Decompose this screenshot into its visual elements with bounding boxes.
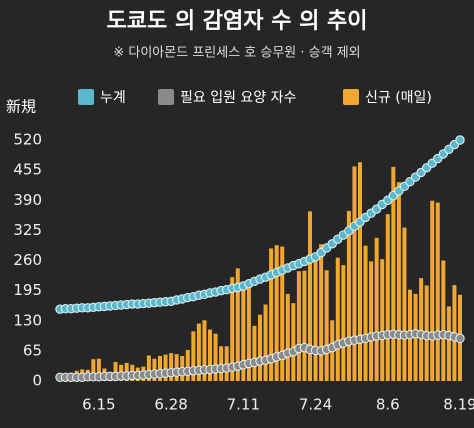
bar [430, 200, 435, 381]
bar [374, 237, 379, 381]
x-tick-label: 8.6 [376, 396, 400, 414]
legend-label: 신규 (매일) [365, 90, 432, 106]
x-tick-label: 6.15 [82, 396, 115, 414]
x-tick-label: 7.11 [227, 396, 260, 414]
y-tick-label: 520 [13, 131, 42, 149]
y-tick-label: 390 [13, 191, 42, 209]
bar [441, 260, 446, 381]
bar [313, 260, 318, 381]
bar [208, 329, 212, 381]
bar [191, 331, 196, 381]
bar [219, 346, 224, 381]
bar [396, 182, 401, 381]
y-tick-label: 130 [13, 311, 42, 329]
bar [291, 303, 296, 381]
bar [302, 270, 307, 381]
line-marker [455, 333, 465, 344]
bar [419, 278, 424, 381]
bar [230, 277, 235, 381]
bar [96, 358, 101, 381]
bar [169, 353, 174, 381]
bar [185, 349, 190, 381]
chart-title: 도쿄도 의 감염자 수 의 추이 [107, 9, 368, 34]
bar [263, 304, 268, 381]
x-tick-label: 7.24 [299, 396, 332, 414]
bar [346, 210, 351, 381]
bar [213, 333, 218, 381]
bar [369, 261, 374, 381]
bar [146, 355, 151, 381]
bar [274, 245, 279, 381]
bar [163, 354, 168, 381]
legend-swatch [158, 89, 174, 105]
y-axis-label: 新規 [6, 98, 36, 116]
bar [280, 246, 285, 381]
bar [285, 293, 290, 381]
bar [341, 265, 346, 381]
bar [363, 245, 368, 381]
bar [241, 285, 246, 381]
bar [319, 244, 324, 381]
y-tick-label: 0 [32, 372, 42, 390]
x-tick-label: 8.19 [443, 396, 474, 414]
y-tick-label: 65 [23, 341, 42, 359]
bar [196, 323, 201, 381]
bar [235, 268, 240, 381]
legend-label: 누계 [100, 90, 126, 106]
bar [158, 355, 162, 381]
line-marker [455, 135, 465, 145]
bar [335, 257, 340, 381]
bar [352, 166, 357, 381]
y-tick-label: 195 [13, 281, 42, 299]
y-tick-label: 260 [13, 251, 42, 269]
bar [380, 259, 385, 381]
bar [391, 166, 396, 381]
bar [385, 214, 390, 381]
bar [324, 270, 329, 381]
bar [308, 211, 312, 381]
bar [246, 285, 251, 381]
bar [252, 325, 257, 381]
bar [202, 320, 207, 381]
bar [91, 359, 96, 381]
y-tick-label: 325 [13, 221, 42, 239]
bar [446, 306, 451, 381]
bar [402, 227, 407, 381]
bar [358, 162, 362, 381]
bar [435, 202, 440, 381]
bar [258, 314, 262, 381]
bar [113, 361, 118, 381]
x-tick-label: 6.28 [154, 396, 187, 414]
y-tick-label: 455 [13, 161, 42, 179]
chart-subtitle: ※ 다이아몬드 프린세스 호 승무원 · 승객 제외 [113, 46, 360, 61]
bar [269, 248, 274, 381]
legend-swatch [78, 89, 94, 105]
bar [296, 271, 301, 381]
legend-label: 필요 입원 요양 자수 [180, 90, 297, 106]
legend-swatch [343, 89, 359, 105]
